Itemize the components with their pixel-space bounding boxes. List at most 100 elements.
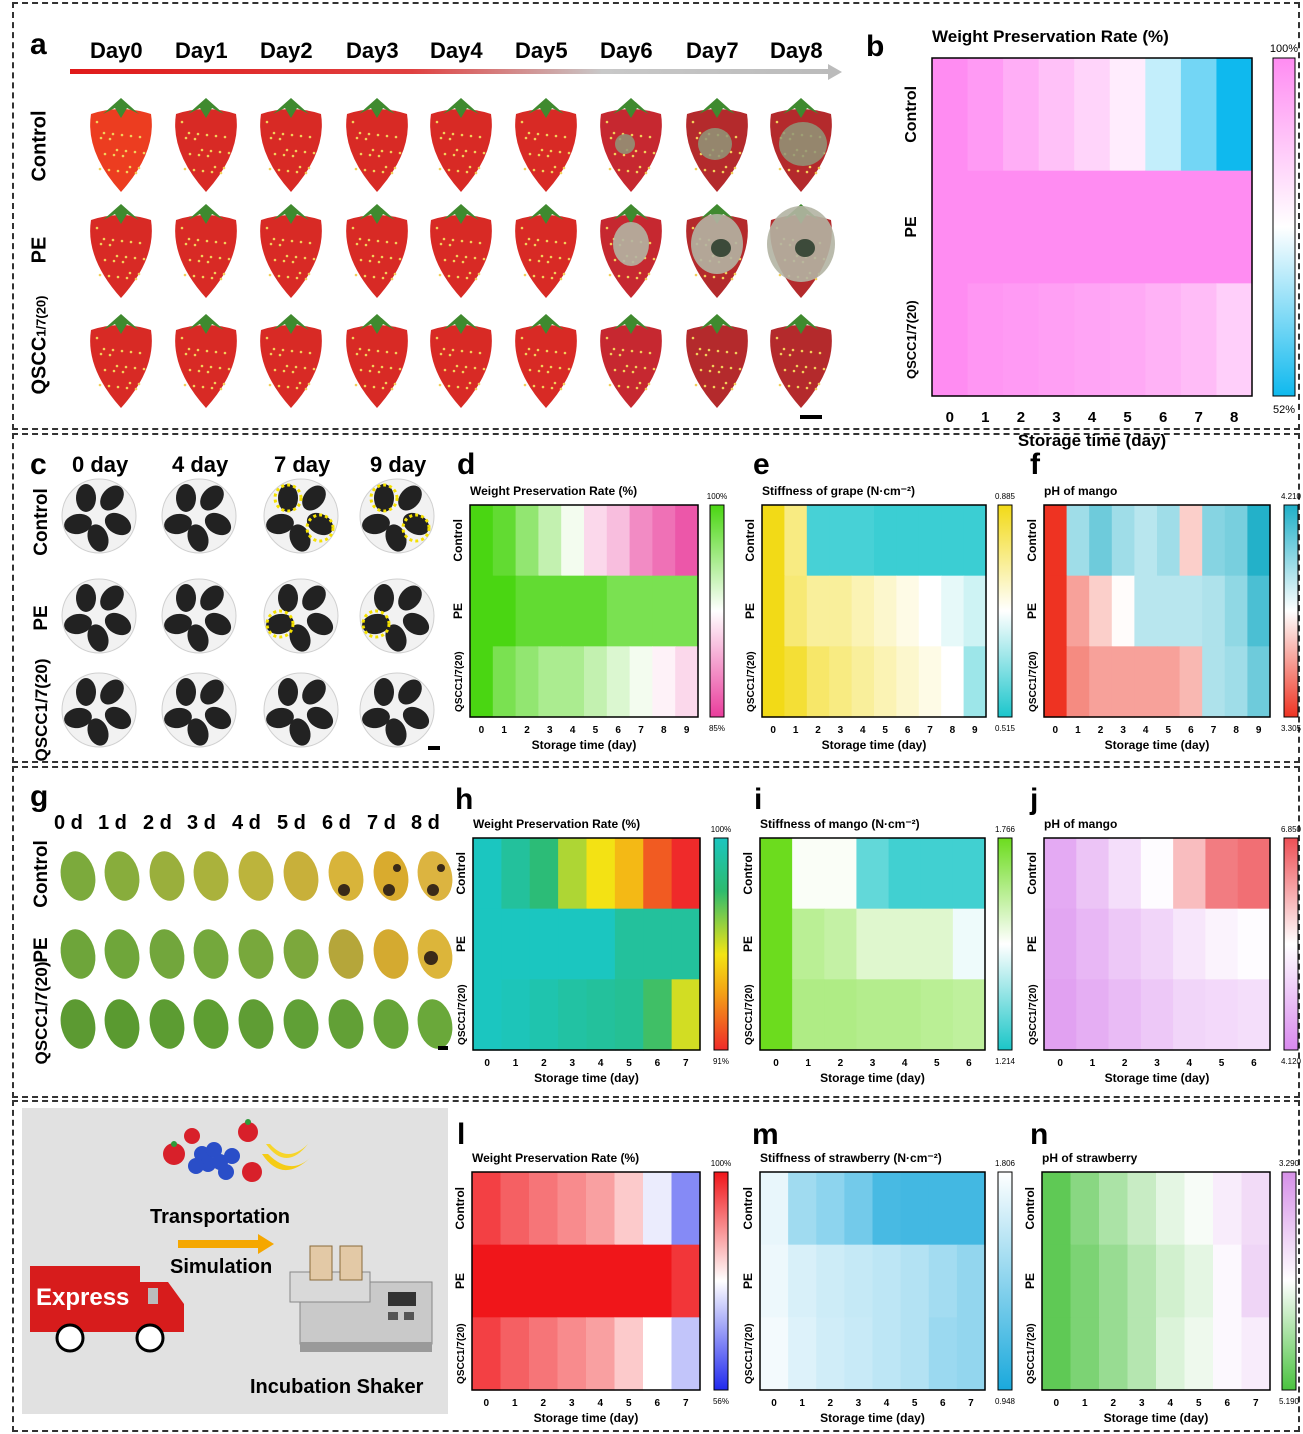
mango-photo-r1-d6 xyxy=(328,929,364,979)
mango-photo-r1-d7 xyxy=(373,929,409,979)
mango-photo-r2-d6 xyxy=(328,999,364,1049)
mango-scale-bar xyxy=(438,1046,448,1050)
mango-photo-r2-d8 xyxy=(417,999,453,1049)
day-arrow xyxy=(70,69,830,74)
strawberry-photo-r1-d7 xyxy=(686,204,748,298)
shaker-label: Incubation Shaker xyxy=(250,1376,424,1398)
arrow-icon xyxy=(178,1240,260,1248)
grape-photo-r0-d3 xyxy=(359,478,435,554)
mango-day-label-0: 0 d xyxy=(54,812,83,834)
mango-photo-r0-d7 xyxy=(373,851,409,901)
mango-day-label-3: 3 d xyxy=(187,812,216,834)
incubation-shaker-icon xyxy=(289,1245,433,1352)
grape-day-label-0: 0 day xyxy=(72,452,129,477)
mango-photo-r2-d4 xyxy=(238,999,274,1049)
panel-letter-g: g xyxy=(30,780,49,813)
strawberry-photo-r1-d4 xyxy=(430,204,492,298)
strawberry-photo-r1-d1 xyxy=(175,204,237,298)
day-label-7: Day7 xyxy=(686,38,739,63)
day-arrow-head xyxy=(828,64,842,80)
section-mango xyxy=(12,766,1300,1098)
strawberry-photo-r2-d5 xyxy=(515,314,577,408)
row-label-pe: PE xyxy=(28,236,51,264)
panel-letter-c: c xyxy=(30,448,47,481)
grape-row-label-control: Control xyxy=(31,488,52,556)
mango-photo-r1-d4 xyxy=(238,929,274,979)
panel-letter-b: b xyxy=(866,30,885,63)
strawberry-photo-r2-d0 xyxy=(90,314,152,408)
mango-photo-r0-d1 xyxy=(104,851,140,901)
day-label-6: Day6 xyxy=(600,38,653,63)
grape-photo-r1-d0 xyxy=(61,578,137,654)
simulation-label: Simulation xyxy=(170,1256,273,1278)
mango-photo-r0-d8 xyxy=(417,851,453,901)
mango-photo-r1-d1 xyxy=(104,929,140,979)
arrow-head-icon xyxy=(258,1234,274,1254)
grape-photo-r1-d1 xyxy=(161,578,237,654)
grape-row-label-qscc: QSCC1/7(20) xyxy=(32,658,51,762)
row-label-control: Control xyxy=(28,110,51,182)
mango-row-label-control: Control xyxy=(31,840,52,908)
grape-day-label-1: 4 day xyxy=(172,452,229,477)
mango-row-label-pe: PE xyxy=(31,937,52,963)
mango-photo-r0-d4 xyxy=(238,851,274,901)
day-label-8: Day8 xyxy=(770,38,823,63)
mango-day-label-1: 1 d xyxy=(98,812,127,834)
mango-photo-r0-d0 xyxy=(60,851,96,901)
grape-day-label-3: 9 day xyxy=(370,452,427,477)
mango-day-label-5: 5 d xyxy=(277,812,306,834)
mango-day-label-6: 6 d xyxy=(322,812,351,834)
day-label-4: Day4 xyxy=(430,38,483,63)
qscc-main: QSCC xyxy=(28,336,51,395)
mango-photo-r0-d3 xyxy=(193,851,229,901)
mango-photo-r2-d7 xyxy=(373,999,409,1049)
mango-day-label-7: 7 d xyxy=(367,812,396,834)
grape-photo-r0-d2 xyxy=(263,478,339,554)
transport-label: Transportation xyxy=(150,1206,291,1228)
strawberry-photo-r0-d4 xyxy=(430,98,492,192)
grape-photo-r0-d0 xyxy=(61,478,137,554)
truck-label: Express xyxy=(36,1284,130,1311)
panel-letter-f: f xyxy=(1030,448,1040,481)
mango-day-label-8: 8 d xyxy=(411,812,440,834)
strawberry-photo-r0-d6 xyxy=(600,98,662,192)
strawberry-photo-r0-d3 xyxy=(346,98,408,192)
panel-letter-n: n xyxy=(1030,1118,1049,1151)
grape-photo-r2-d3 xyxy=(359,672,435,748)
strawberry-photo-r0-d1 xyxy=(175,98,237,192)
mango-photo-r1-d8 xyxy=(417,929,453,979)
mango-photo-r1-d3 xyxy=(193,929,229,979)
strawberry-photo-r2-d3 xyxy=(346,314,408,408)
grape-photo-r1-d2 xyxy=(263,578,339,654)
panel-letter-h: h xyxy=(455,783,474,816)
mango-photo-r1-d0 xyxy=(60,929,96,979)
row-label-qscc: QSCC1/7(20) xyxy=(29,296,52,395)
strawberry-photo-r0-d2 xyxy=(260,98,322,192)
grape-row-label-pe: PE xyxy=(31,605,52,631)
mango-photo-r2-d5 xyxy=(283,999,319,1049)
mango-photo-r1-d2 xyxy=(149,929,185,979)
day-label-3: Day3 xyxy=(346,38,399,63)
strawberry-photo-r1-d6 xyxy=(600,204,662,298)
mango-photo-r0-d5 xyxy=(283,851,319,901)
mango-photo-r2-d2 xyxy=(149,999,185,1049)
mango-day-label-2: 2 d xyxy=(143,812,172,834)
panel-k: Transportation Simulation Express Incuba… xyxy=(22,1108,448,1414)
mango-photo-r1-d5 xyxy=(283,929,319,979)
mango-photo-r0-d6 xyxy=(328,851,364,901)
grape-photo-r2-d2 xyxy=(263,672,339,748)
mango-photo-r2-d3 xyxy=(193,999,229,1049)
strawberry-photo-r2-d8 xyxy=(770,314,832,408)
strawberry-photo-r0-d0 xyxy=(90,98,152,192)
strawberry-photo-r2-d4 xyxy=(430,314,492,408)
grape-scale-bar xyxy=(428,746,440,750)
scale-bar xyxy=(800,415,822,419)
panel-letter-m: m xyxy=(752,1118,779,1151)
qscc-sub: 1/7(20) xyxy=(33,295,49,337)
panel-letter-i: i xyxy=(754,783,763,816)
grape-photo-r1-d3 xyxy=(359,578,435,654)
strawberry-photo-r1-d0 xyxy=(90,204,152,298)
panel-letter-l: l xyxy=(457,1118,466,1151)
panel-letter-a: a xyxy=(30,28,47,61)
grape-photo-r0-d1 xyxy=(161,478,237,554)
